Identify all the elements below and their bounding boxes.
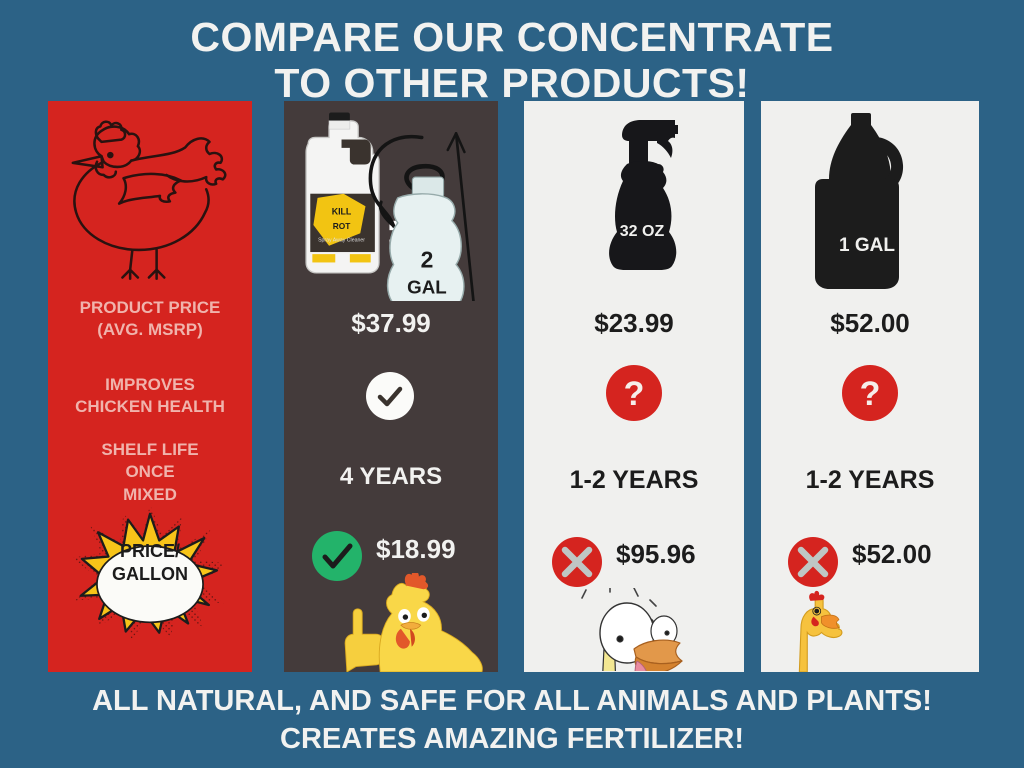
- svg-text:1 GAL: 1 GAL: [839, 235, 895, 256]
- svg-text:GAL: GAL: [407, 277, 447, 298]
- svg-text:?: ?: [860, 375, 881, 413]
- svg-text:KILL: KILL: [332, 207, 352, 217]
- svg-text:?: ?: [624, 375, 645, 413]
- svg-text:ROT: ROT: [333, 221, 351, 231]
- svg-text:32 OZ: 32 OZ: [620, 223, 665, 240]
- svg-text:2: 2: [421, 247, 434, 273]
- svg-text:Spray Away Cleaner: Spray Away Cleaner: [318, 238, 365, 244]
